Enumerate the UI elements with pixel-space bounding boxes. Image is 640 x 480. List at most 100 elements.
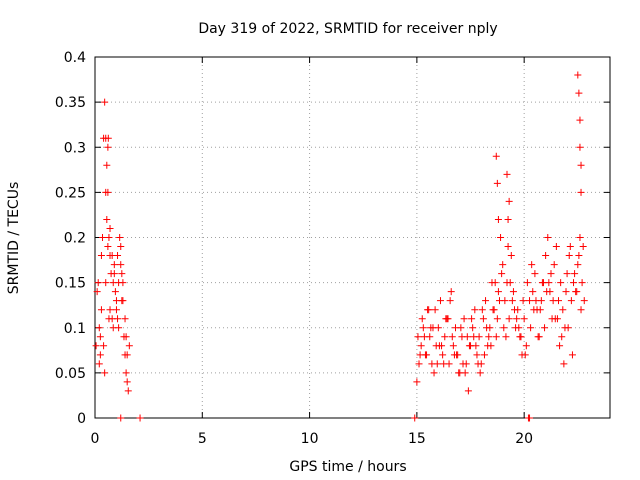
data-point xyxy=(117,261,125,269)
y-tick-label: 0.4 xyxy=(64,50,86,66)
data-point xyxy=(99,234,107,241)
data-point xyxy=(502,333,510,341)
data-point xyxy=(461,369,469,377)
data-point xyxy=(122,369,130,377)
data-point xyxy=(560,360,568,368)
data-point xyxy=(116,234,124,241)
data-point xyxy=(550,261,558,269)
data-point xyxy=(526,297,534,305)
data-points xyxy=(92,71,588,422)
data-point xyxy=(578,279,586,287)
data-point xyxy=(482,297,490,305)
data-point xyxy=(474,360,482,368)
x-tick-label: 5 xyxy=(198,431,207,447)
data-point xyxy=(121,315,129,323)
y-tick-label: 0.3 xyxy=(64,140,86,156)
data-point xyxy=(442,315,450,323)
data-point xyxy=(414,333,422,341)
data-point xyxy=(420,333,428,341)
data-point xyxy=(123,378,131,386)
y-tick-label: 0.35 xyxy=(55,95,86,111)
data-point xyxy=(564,324,572,332)
data-point xyxy=(447,288,455,296)
data-point xyxy=(446,297,454,305)
data-point xyxy=(459,360,467,368)
data-point xyxy=(492,333,500,341)
data-point xyxy=(469,324,477,332)
data-point xyxy=(102,279,110,287)
data-point xyxy=(416,351,424,359)
data-point xyxy=(522,342,530,350)
data-point xyxy=(103,215,111,223)
data-point xyxy=(494,288,502,296)
data-point xyxy=(97,306,105,314)
data-point xyxy=(567,297,575,305)
data-point xyxy=(577,188,585,196)
y-tick-label: 0.25 xyxy=(55,185,86,201)
data-point xyxy=(111,288,119,296)
data-point xyxy=(110,261,118,269)
data-point xyxy=(429,324,437,332)
data-point xyxy=(499,261,507,269)
data-point xyxy=(515,324,523,332)
data-point xyxy=(122,333,130,341)
data-point xyxy=(118,297,126,305)
data-point xyxy=(101,369,109,377)
data-point xyxy=(517,333,525,341)
data-point xyxy=(580,297,588,305)
data-point xyxy=(457,324,465,332)
y-tick-label: 0.1 xyxy=(64,321,86,337)
data-point xyxy=(576,116,584,124)
data-point xyxy=(562,288,570,296)
data-point xyxy=(433,360,441,368)
data-point xyxy=(505,315,513,323)
x-tick-label: 10 xyxy=(301,431,319,447)
data-point xyxy=(579,243,587,251)
data-point xyxy=(106,224,114,232)
data-point xyxy=(105,315,113,323)
data-point xyxy=(455,369,463,377)
data-point xyxy=(503,170,511,178)
data-point xyxy=(536,306,544,314)
data-point xyxy=(483,324,491,332)
data-point xyxy=(574,261,582,269)
data-point xyxy=(114,252,122,260)
data-point xyxy=(110,270,118,278)
chart-title: Day 319 of 2022, SRMTID for receiver npl… xyxy=(198,21,497,37)
data-point xyxy=(495,297,503,305)
data-point xyxy=(519,297,527,305)
data-point xyxy=(557,279,565,287)
data-point xyxy=(117,414,125,422)
y-tick-label: 0.2 xyxy=(64,231,86,247)
data-point xyxy=(575,89,583,97)
data-point xyxy=(472,342,480,350)
y-tick-label: 0.05 xyxy=(55,366,86,382)
data-point xyxy=(527,324,535,332)
data-point xyxy=(491,279,499,287)
data-point xyxy=(538,279,546,287)
data-point xyxy=(413,378,421,386)
data-point xyxy=(508,297,516,305)
data-point xyxy=(449,342,457,350)
data-point xyxy=(565,252,573,260)
data-point xyxy=(441,333,449,341)
data-point xyxy=(531,270,539,278)
data-point xyxy=(576,143,584,151)
y-axis-label: SRMTID / TECUs xyxy=(6,182,22,295)
data-point xyxy=(545,279,553,287)
data-point xyxy=(494,215,502,223)
data-point xyxy=(513,315,521,323)
data-point xyxy=(497,234,505,241)
data-point xyxy=(568,351,576,359)
data-point xyxy=(553,315,561,323)
data-point xyxy=(440,360,448,368)
data-point xyxy=(500,324,508,332)
data-point xyxy=(577,306,585,314)
data-point xyxy=(556,342,564,350)
data-point xyxy=(511,306,519,314)
data-point xyxy=(415,360,423,368)
data-point xyxy=(94,279,102,287)
data-point xyxy=(418,315,426,323)
data-point xyxy=(534,333,542,341)
